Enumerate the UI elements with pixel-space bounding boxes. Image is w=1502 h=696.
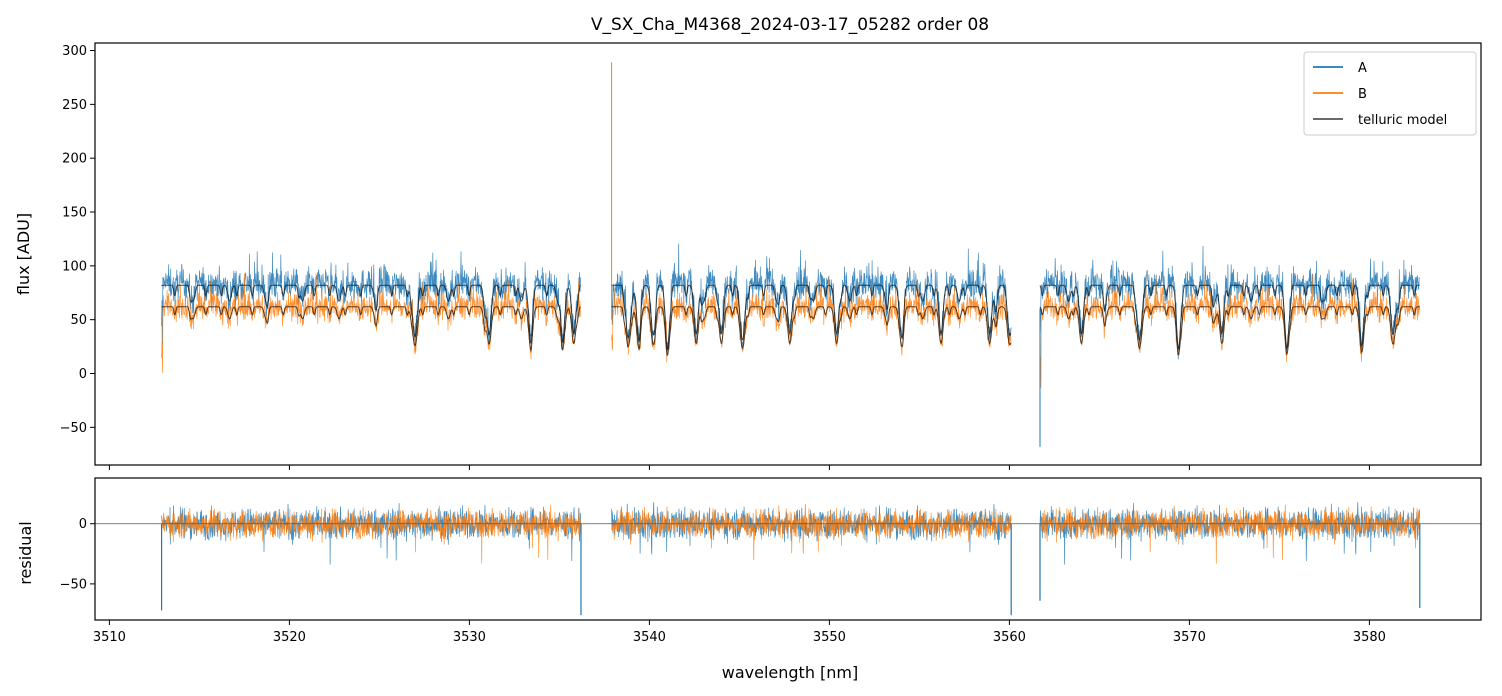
flux-y-tick-label: −50	[60, 421, 87, 436]
flux-y-tick-label: 0	[79, 367, 87, 382]
telluric-model-1-segment-0	[161, 306, 581, 353]
residual-b-segment-1	[611, 503, 1012, 561]
residual-y-tick-label: 0	[79, 517, 87, 532]
residual-panel: −50 0 3510 3520 3530 3540 3550 3560 3570 3580 re…	[16, 477, 1482, 682]
series-b-segment-0	[161, 273, 582, 373]
x-tick-label: 3510	[93, 630, 126, 645]
residual-x-ticks: 3510 3520 3530 3540 3550 3560 3570 3580	[93, 620, 1386, 645]
flux-y-tick-label: 150	[62, 206, 87, 221]
flux-series-group	[161, 62, 1421, 447]
legend: A B telluric model	[1303, 51, 1477, 136]
telluric-model-1-segment-2	[1039, 306, 1420, 356]
flux-x-ticks	[108, 465, 1370, 470]
residual-axes-frame	[94, 477, 1482, 621]
flux-y-tick-label: 300	[62, 44, 87, 59]
residual-y-tick-label: −50	[60, 577, 87, 592]
flux-y-axis-label: flux [ADU]	[14, 213, 33, 295]
x-tick-label: 3550	[813, 630, 846, 645]
telluric-model-0-segment-2	[1039, 284, 1420, 350]
residual-y-ticks: −50 0	[60, 517, 95, 592]
telluric-model-0-segment-0	[161, 284, 581, 344]
legend-label-telluric: telluric model	[1358, 113, 1447, 128]
legend-label-a: A	[1358, 61, 1367, 76]
flux-y-ticks: −50 0 50 100 150 200 250 300	[60, 44, 95, 436]
flux-panel: −50 0 50 100 150 200 250 300 flux [ADU] A B tel…	[14, 42, 1482, 470]
telluric-model-1-segment-1	[611, 306, 1012, 357]
flux-axes-frame	[94, 42, 1482, 466]
x-tick-label: 3560	[993, 630, 1026, 645]
flux-y-tick-label: 200	[62, 152, 87, 167]
residual-b-segment-0	[161, 504, 582, 564]
residual-series-group	[95, 502, 1481, 616]
x-tick-label: 3540	[633, 630, 666, 645]
flux-y-tick-label: 100	[62, 259, 87, 274]
legend-frame	[1303, 51, 1477, 136]
flux-y-tick-label: 250	[62, 98, 87, 113]
legend-label-b: B	[1358, 87, 1367, 102]
telluric-model-0-segment-1	[611, 284, 1012, 351]
x-tick-label: 3520	[273, 630, 306, 645]
x-tick-label: 3580	[1353, 630, 1386, 645]
chart-title: V_SX_Cha_M4368_2024-03-17_05282 order 08	[591, 15, 989, 35]
x-tick-label: 3530	[453, 630, 486, 645]
x-tick-label: 3570	[1173, 630, 1206, 645]
residual-a-segment-2	[1039, 502, 1421, 565]
x-axis-label: wavelength [nm]	[722, 663, 859, 682]
residual-y-axis-label: residual	[16, 521, 35, 584]
flux-y-tick-label: 50	[70, 313, 87, 328]
